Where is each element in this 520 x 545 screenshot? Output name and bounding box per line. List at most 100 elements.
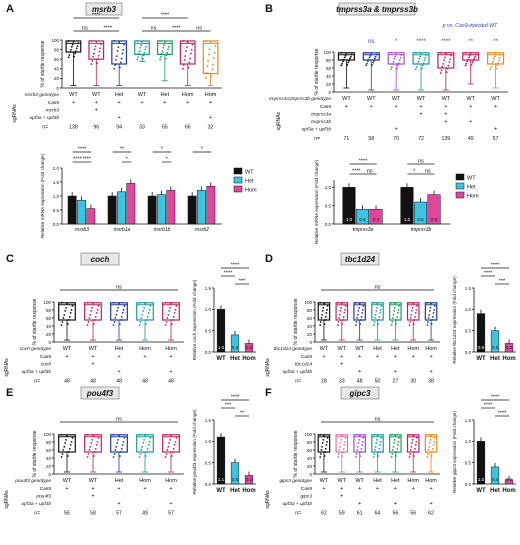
bar-value-label: 0.4	[492, 477, 499, 482]
n-value: 64	[375, 511, 381, 517]
data-point	[319, 456, 322, 458]
genotype-value: Hom	[165, 478, 177, 484]
data-point	[439, 51, 442, 54]
data-point	[65, 438, 67, 441]
data-point	[340, 51, 343, 54]
data-point	[344, 308, 346, 311]
box	[58, 434, 76, 453]
genotype-value: WT	[355, 478, 364, 484]
data-point	[390, 324, 393, 326]
sgrna-mark: +	[322, 354, 325, 360]
data-point	[144, 302, 146, 305]
data-point	[442, 62, 445, 65]
y-tick-label: 40	[54, 67, 60, 72]
data-point	[189, 57, 192, 60]
data-point	[86, 324, 89, 326]
data-point	[370, 52, 373, 55]
data-point	[365, 64, 367, 67]
qpcr-y-tick-label: 1.0	[465, 307, 472, 312]
significance-label: ns	[116, 285, 122, 291]
data-point	[408, 324, 411, 326]
data-point	[380, 436, 383, 439]
data-point	[409, 453, 411, 455]
significance-label: ****	[352, 169, 361, 175]
sgrna-mark: +	[209, 100, 212, 106]
significance-label: ns	[368, 39, 374, 45]
data-point	[380, 304, 383, 307]
data-point	[141, 314, 144, 316]
data-point	[339, 314, 341, 316]
data-point	[393, 57, 396, 60]
qpcr-category-label: WT	[216, 356, 226, 362]
sgrna-mark: +	[394, 501, 397, 507]
data-point	[449, 58, 452, 61]
data-point	[348, 59, 350, 62]
data-point	[119, 319, 122, 321]
data-point	[475, 53, 477, 56]
data-point	[358, 438, 360, 441]
sgrna-mark: +	[143, 354, 146, 360]
significance-label: *	[161, 147, 164, 153]
data-point	[349, 55, 352, 58]
data-point	[68, 448, 71, 450]
data-point	[394, 434, 397, 437]
qpcr-category-label: Het	[230, 356, 240, 362]
data-point	[93, 323, 95, 325]
genotype-value: WT	[355, 346, 364, 352]
data-point	[413, 319, 416, 321]
data-point	[123, 43, 125, 46]
data-point	[164, 456, 167, 458]
data-point	[184, 55, 187, 58]
data-point	[396, 448, 399, 450]
significance-label: ns	[116, 417, 122, 423]
y-tick-label: 0	[48, 340, 51, 345]
data-point	[356, 314, 359, 316]
data-point	[395, 319, 398, 321]
data-point	[390, 66, 393, 68]
data-point	[390, 433, 393, 436]
data-point	[360, 316, 363, 318]
data-point	[324, 319, 327, 321]
data-point	[319, 433, 322, 436]
data-point	[411, 438, 414, 441]
data-point	[426, 433, 429, 436]
data-point	[326, 308, 328, 311]
y-tick-label: 100	[43, 432, 51, 437]
sgrna-mark: +	[169, 354, 172, 360]
data-point	[369, 54, 372, 57]
sgrna-mark: +	[91, 362, 94, 368]
qpcr-y-label: Relative pou4f3 expression (Fold change)	[192, 409, 197, 495]
data-point	[342, 319, 344, 321]
data-point	[395, 52, 398, 55]
qpcr-y-tick-label: 2.0	[53, 166, 60, 171]
n-value: 62	[321, 511, 327, 517]
bar-het	[197, 190, 206, 225]
data-point	[147, 443, 150, 446]
data-point	[354, 456, 357, 458]
legend-label: Het	[467, 185, 476, 191]
n-value: 50	[375, 379, 381, 385]
data-point	[399, 57, 402, 59]
data-point	[340, 64, 343, 67]
legend-label: WT	[467, 176, 476, 182]
data-point	[91, 60, 94, 62]
data-point	[355, 321, 358, 323]
box	[84, 302, 102, 321]
data-point	[408, 301, 411, 304]
sgrna-mark: +	[358, 369, 361, 375]
data-point	[390, 301, 393, 304]
data-point	[141, 446, 144, 448]
qpcr-category-label: tmprss3b	[411, 227, 432, 233]
data-point	[323, 455, 326, 457]
genotype-value: WT	[392, 96, 401, 102]
data-point	[342, 316, 345, 318]
data-point	[93, 319, 96, 321]
data-point	[391, 63, 394, 65]
data-point	[417, 60, 420, 63]
qpcr-category-label: msrb1a	[114, 227, 131, 233]
data-point	[426, 301, 429, 304]
data-point	[470, 63, 473, 66]
data-point	[190, 48, 193, 51]
data-point	[97, 54, 100, 57]
data-point	[320, 317, 323, 319]
